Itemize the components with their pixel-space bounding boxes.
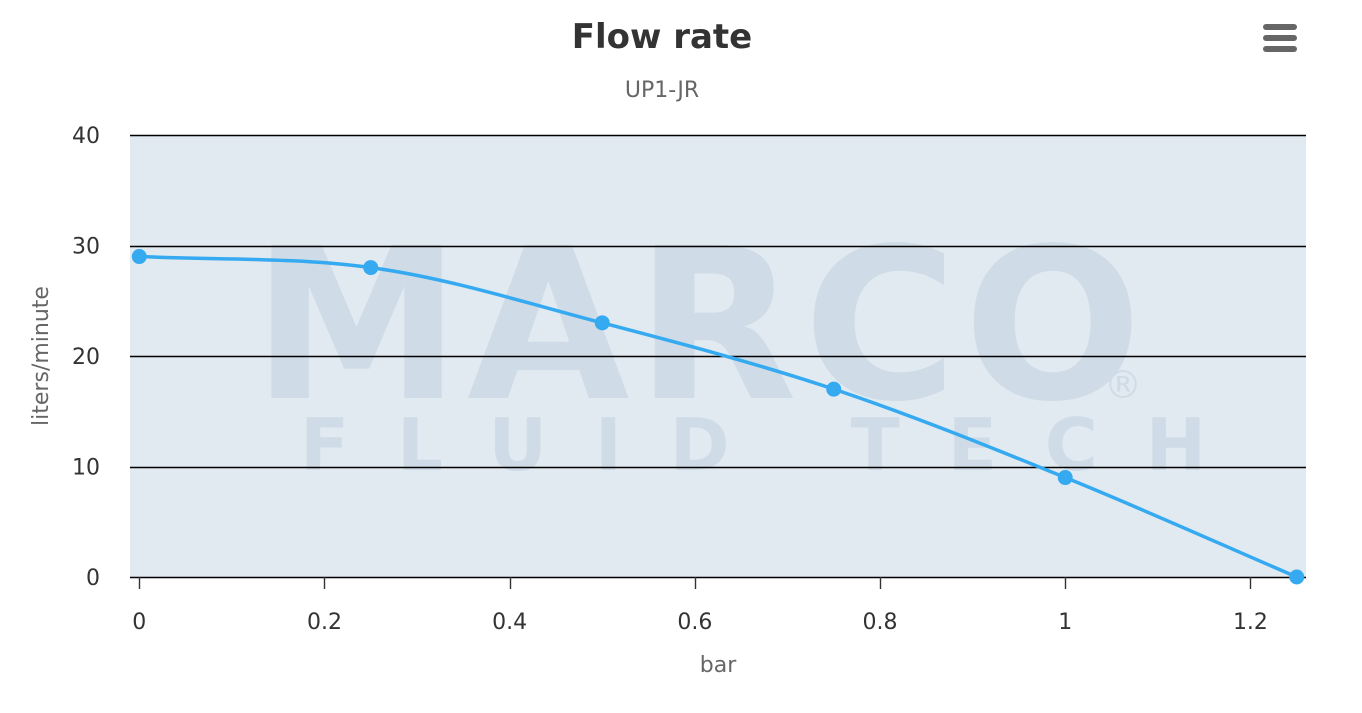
watermark-registered-mark: ® — [1104, 363, 1142, 407]
x-tick-label: 1.2 — [1233, 610, 1268, 635]
x-tick-label: 0.4 — [492, 610, 527, 635]
series-line — [137, 254, 1299, 579]
y-tick-label: 40 — [72, 124, 100, 149]
y-tick-label: 0 — [86, 566, 100, 591]
x-axis-ticks — [138, 577, 1252, 589]
watermark-brand: MARCO — [252, 203, 1148, 448]
data-point[interactable] — [363, 260, 379, 276]
chart-menu-button[interactable] — [1258, 20, 1302, 56]
y-tick-label: 20 — [72, 345, 100, 370]
x-tick-label: 1 — [1058, 610, 1072, 635]
marco-watermark: MARCO FLUID TECH ® — [252, 203, 1254, 487]
series-layer — [131, 249, 1305, 585]
chart-subtitle: UP1-JR — [625, 78, 699, 103]
watermark-tagline: FLUID TECH — [300, 403, 1254, 487]
x-tick-label: 0 — [132, 610, 146, 635]
data-point[interactable] — [131, 249, 147, 265]
data-point[interactable] — [594, 315, 610, 331]
x-axis-title: bar — [700, 653, 737, 678]
data-point[interactable] — [1289, 569, 1305, 585]
x-tick-label: 0.2 — [307, 610, 342, 635]
y-tick-label: 30 — [72, 235, 100, 260]
grid-lines — [130, 134, 1306, 579]
chart-title: Flow rate — [572, 17, 753, 57]
x-axis-tick-labels: 0 0.2 0.4 0.6 0.8 1 1.2 — [132, 610, 1268, 635]
y-tick-label: 10 — [72, 456, 100, 481]
x-tick-label: 0.8 — [863, 610, 898, 635]
x-tick-label: 0.6 — [677, 610, 712, 635]
y-axis-title: liters/minute — [29, 286, 54, 426]
data-point[interactable] — [826, 381, 842, 397]
data-point[interactable] — [1057, 470, 1073, 486]
y-axis-tick-labels: 0 10 20 30 40 — [72, 124, 100, 591]
